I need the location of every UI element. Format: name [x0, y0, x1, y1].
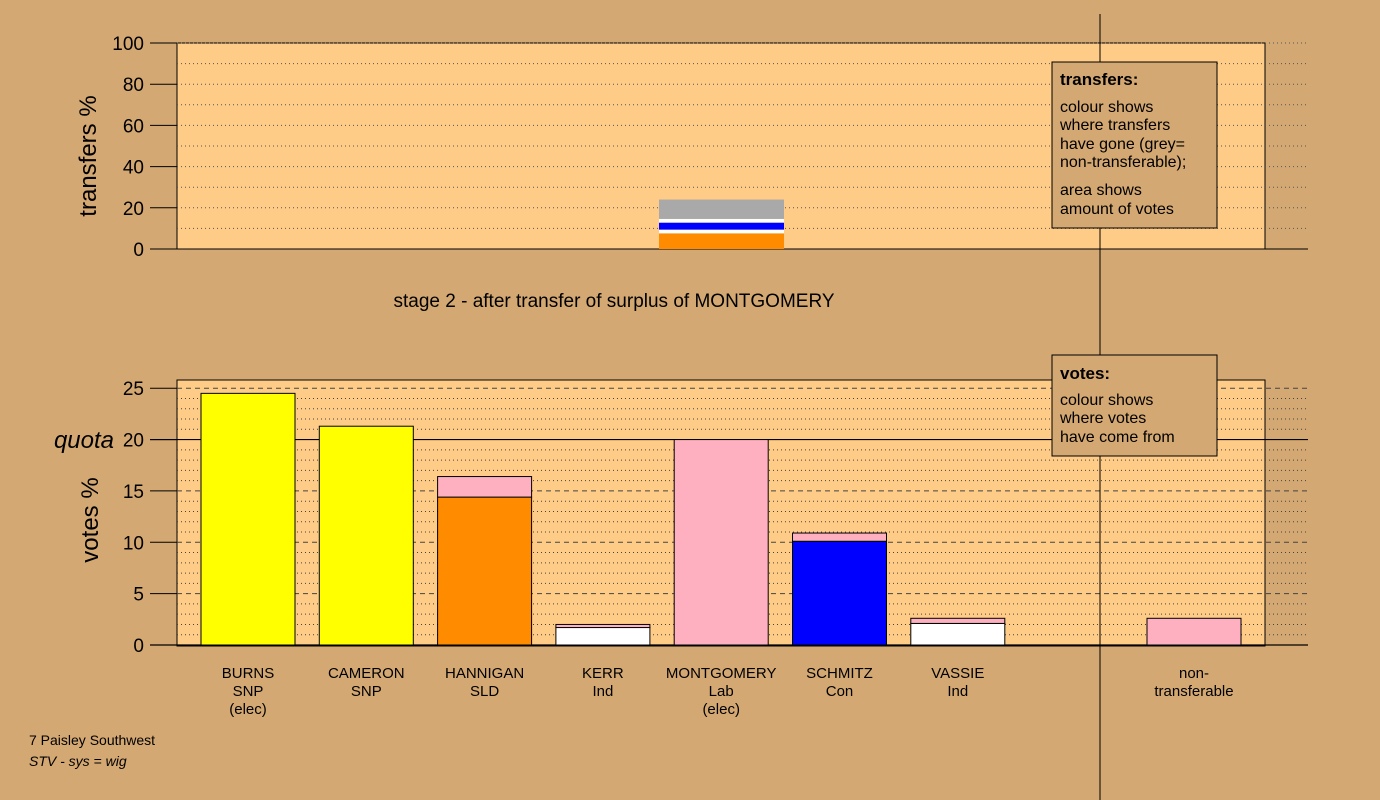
stage-title: stage 2 - after transfer of surplus of M…: [393, 291, 834, 312]
candidate-label: non-: [1179, 665, 1209, 682]
votes-legend-title: votes:: [1060, 364, 1110, 383]
candidate-label: Con: [826, 683, 854, 700]
y-tick-label: 5: [133, 585, 144, 606]
vote-bar-segment: [437, 476, 533, 498]
candidate-label: VASSIE: [931, 665, 984, 682]
transfers-legend-line: amount of votes: [1060, 201, 1174, 218]
candidate-label: MONTGOMERY: [666, 665, 777, 682]
y-tick-label: 40: [123, 158, 144, 179]
transfers-legend-line: area shows: [1060, 182, 1142, 199]
vote-bar-segment: [555, 623, 651, 629]
votes-bars: [200, 392, 1242, 646]
votes-legend-line: colour shows: [1060, 392, 1153, 409]
transfers-axis-title: transfers %: [75, 95, 102, 216]
candidate-label: HANNIGAN: [445, 665, 524, 682]
candidate-label: Lab: [709, 683, 734, 700]
candidate-labels: BURNSSNP(elec)CAMERONSNPHANNIGANSLDKERRI…: [222, 665, 1234, 718]
transfer-segment: [659, 199, 784, 219]
candidate-label: CAMERON: [328, 665, 405, 682]
system-label: STV - sys = wig: [29, 753, 127, 769]
transfers-y-ticks: 0 20 40 60 80 100: [112, 34, 1308, 261]
vote-bar-segment: [910, 617, 1006, 624]
candidate-label: SCHMITZ: [806, 665, 873, 682]
vote-bar-segment: [555, 627, 651, 646]
vote-bar-segment: [792, 532, 887, 542]
y-tick-label: 15: [123, 482, 144, 503]
candidate-label: SNP: [233, 683, 264, 700]
transfers-legend-line: where transfers: [1059, 117, 1170, 134]
candidate-label: (elec): [702, 701, 740, 718]
y-tick-label: 80: [123, 75, 144, 96]
transfers-bars: [659, 199, 784, 249]
candidate-label: SLD: [470, 683, 499, 700]
y-tick-label: 25: [123, 379, 144, 400]
candidate-label: SNP: [351, 683, 382, 700]
vote-bar-segment: [910, 622, 1006, 646]
vote-bar-segment: [318, 425, 414, 646]
transfers-legend: transfers: colour shows where transfers …: [1051, 61, 1218, 229]
votes-legend-line: have come from: [1060, 429, 1175, 446]
transfer-segment: [659, 222, 784, 230]
transfers-legend-line: non-transferable);: [1060, 154, 1186, 171]
non-transferable-bar: [1146, 617, 1242, 646]
candidate-label: (elec): [229, 701, 267, 718]
transfers-legend-line: colour shows: [1060, 99, 1153, 116]
candidate-label: KERR: [582, 665, 624, 682]
constituency-label: 7 Paisley Southwest: [29, 732, 155, 748]
candidate-label: transferable: [1154, 683, 1233, 700]
vote-bar-segment: [792, 540, 887, 646]
y-tick-label: 0: [133, 240, 144, 261]
y-tick-label: 100: [112, 34, 144, 55]
votes-legend: votes: colour shows where votes have com…: [1051, 354, 1218, 457]
vote-bar-segment: [437, 496, 533, 646]
y-tick-label: 10: [123, 533, 144, 554]
transfer-segment: [659, 218, 784, 223]
candidate-label: Ind: [947, 683, 968, 700]
transfers-legend-line: have gone (grey=: [1060, 136, 1185, 153]
candidate-label: Ind: [592, 683, 613, 700]
votes-legend-line: where votes: [1059, 410, 1146, 427]
transfer-segment: [659, 229, 784, 234]
y-tick-label: 20: [123, 431, 144, 452]
vote-bar-segment: [200, 392, 296, 646]
y-tick-label: 0: [133, 636, 144, 657]
vote-bar-segment: [673, 439, 769, 646]
votes-axis-title: votes %: [77, 477, 104, 562]
y-tick-label: 20: [123, 199, 144, 220]
transfers-gridlines: [177, 42, 1308, 229]
transfer-segment: [659, 233, 784, 249]
quota-label: quota: [54, 427, 114, 454]
candidate-label: BURNS: [222, 665, 275, 682]
transfers-legend-title: transfers:: [1060, 70, 1138, 89]
y-tick-label: 60: [123, 116, 144, 137]
